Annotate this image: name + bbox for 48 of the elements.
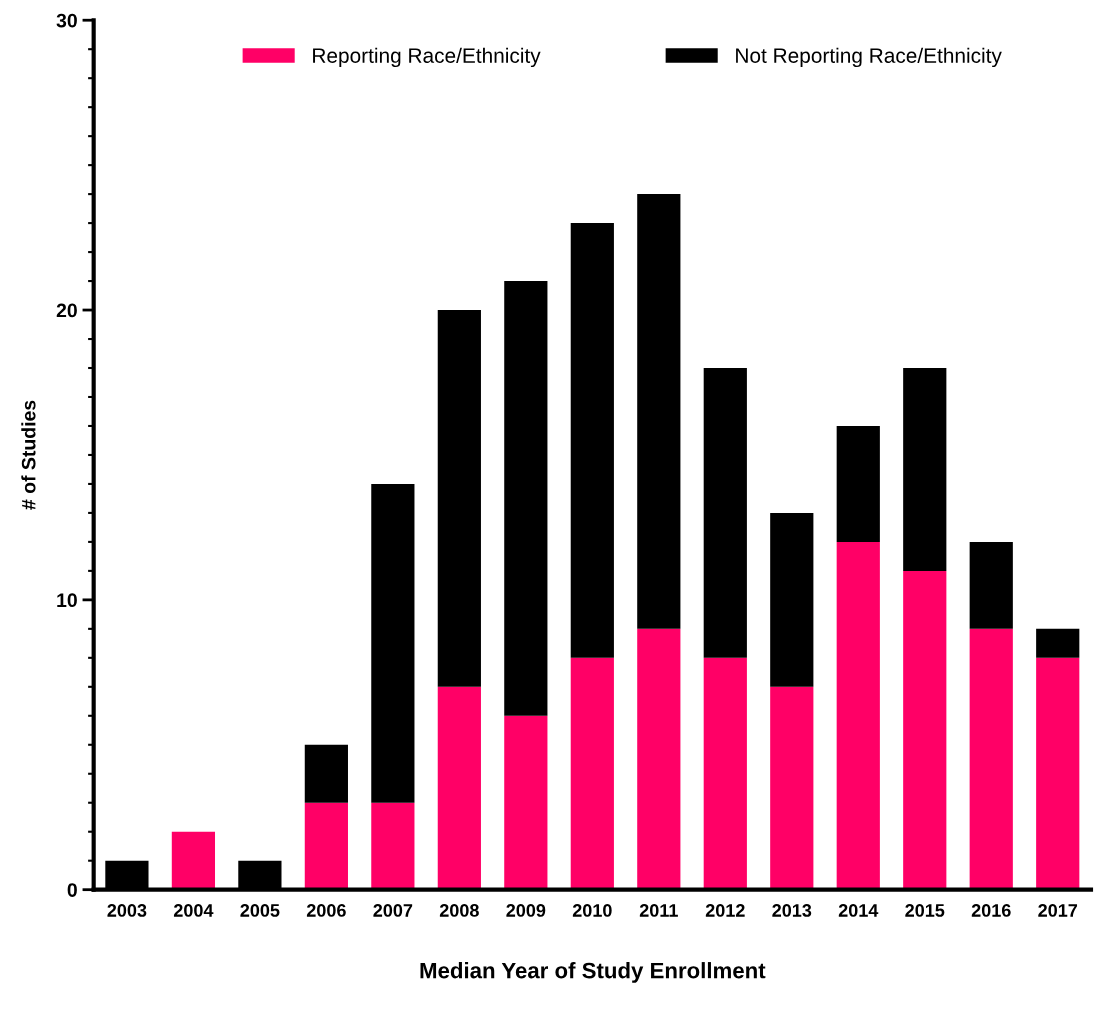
- y-tick-label: 0: [67, 883, 77, 897]
- bar: [171, 831, 216, 890]
- bar: [371, 483, 415, 803]
- bar: [570, 223, 614, 658]
- bar: [637, 628, 681, 890]
- bar: [703, 657, 747, 890]
- x-tick-label: 2004: [173, 904, 214, 917]
- legend-label: Reporting Race/Ethnicity: [313, 47, 541, 68]
- bar: [969, 541, 1013, 629]
- bar: [1036, 628, 1080, 658]
- bar: [903, 368, 947, 571]
- x-axis-title: Median Year of Study Enrollment: [420, 962, 766, 983]
- x-tick-label: 2009: [506, 904, 546, 917]
- bar: [504, 715, 548, 890]
- bar: [836, 541, 880, 890]
- x-tick-label: 2015: [905, 904, 945, 917]
- y-tick-label: 10: [57, 593, 77, 608]
- x-tick-label: 2016: [971, 904, 1011, 917]
- legend-label: Not Reporting Race/Ethnicity: [736, 47, 1002, 68]
- x-tick-label: 2013: [772, 904, 812, 917]
- bar: [969, 628, 1013, 890]
- bar: [703, 368, 747, 658]
- bar: [770, 512, 814, 687]
- bar: [304, 802, 348, 890]
- bar: [1036, 657, 1080, 890]
- bar: [770, 686, 814, 890]
- y-axis-title: # of Studies: [21, 400, 36, 510]
- bar: [371, 802, 415, 890]
- x-tick-label: 2017: [1038, 904, 1078, 917]
- x-tick-label: 2003: [107, 904, 147, 917]
- x-tick-label: 2011: [639, 904, 678, 917]
- x-tick-label: 2014: [838, 904, 879, 917]
- bar: [304, 744, 348, 803]
- bar: [570, 657, 614, 890]
- y-tick-label: 20: [56, 303, 77, 318]
- bar: [504, 281, 548, 716]
- x-tick-label: 2012: [705, 904, 745, 917]
- bar: [836, 425, 880, 542]
- bar: [903, 570, 947, 890]
- x-tick-label: 2008: [439, 904, 479, 917]
- x-tick-label: 2010: [572, 904, 612, 917]
- x-tick-label: 2006: [306, 904, 346, 917]
- bar: [437, 686, 481, 890]
- x-tick-label: 2007: [373, 904, 413, 917]
- y-tick-label: 30: [56, 13, 77, 28]
- bar: [437, 310, 481, 687]
- bar: [637, 194, 681, 629]
- x-tick-label: 2005: [240, 904, 280, 917]
